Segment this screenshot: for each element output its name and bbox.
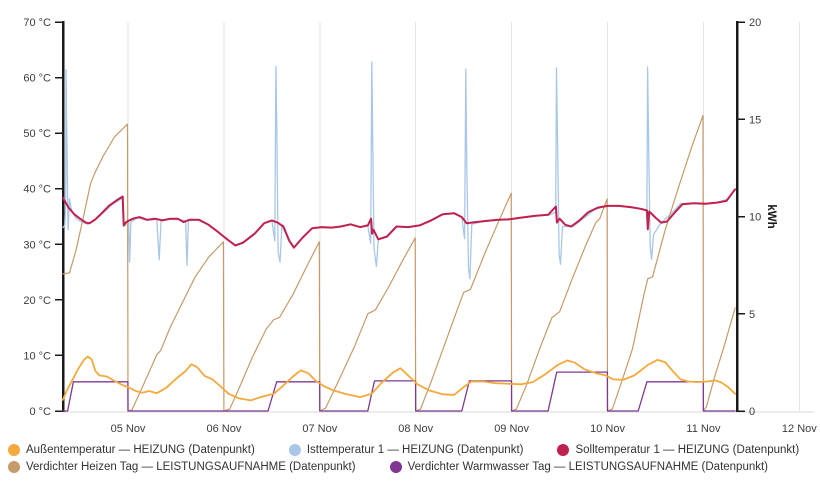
x-tick-label: 06 Nov <box>206 423 241 435</box>
series-line-0-1 <box>62 61 736 280</box>
series-lines <box>61 61 737 412</box>
right-axis-tick-label: 10 <box>749 212 761 224</box>
kwh-axis-title: kWh <box>765 204 777 228</box>
right-kwh-axis: 0 5 10 15 20 kWh <box>735 17 777 418</box>
left-axis-tick-label: 20 °C <box>23 295 51 307</box>
legend-color-dot-icon <box>288 444 301 456</box>
legend-label: Verdichter Warmwasser Tag — LEISTUNGSAUF… <box>407 461 769 473</box>
x-tick-label: 08 Nov <box>398 423 433 435</box>
x-tick-label: 05 Nov <box>111 423 146 435</box>
left-temperature-axis: 0 °C 10 °C 20 °C 30 °C 40 °C 50 °C 60 °C 70 °C <box>23 17 65 418</box>
legend-item[interactable]: Solltemperatur 1 — HEIZUNG (Datenpunkt) <box>557 444 799 456</box>
series-line-1-0 <box>62 114 736 412</box>
legend-label: Außentemperatur — HEIZUNG (Datenpunkt) <box>26 444 255 456</box>
x-tick-label: 07 Nov <box>302 423 337 435</box>
legend-color-dot-icon <box>389 461 402 473</box>
legend-color-dot-icon <box>8 461 20 473</box>
chart-legend: Außentemperatur — HEIZUNG (Datenpunkt) Is… <box>8 444 816 473</box>
legend-item[interactable]: Verdichter Warmwasser Tag — LEISTUNGSAUF… <box>389 461 769 473</box>
left-axis-tick-label: 70 °C <box>23 17 51 29</box>
series-line-0-0 <box>61 355 736 402</box>
legend-color-dot-icon <box>8 444 20 456</box>
right-axis-tick-label: 0 <box>749 406 755 418</box>
legend-label: Solltemperatur 1 — HEIZUNG (Datenpunkt) <box>575 444 800 456</box>
left-axis-tick-label: 0 °C <box>29 406 51 418</box>
legend-row-2: Verdichter Heizen Tag — LEISTUNGSAUFNAHM… <box>8 461 816 473</box>
x-tick-label: 09 Nov <box>494 423 529 435</box>
series-line-0-2 <box>61 188 737 249</box>
left-axis-tick-label: 60 °C <box>23 73 51 85</box>
x-axis-tick-labels: 05 Nov 06 Nov 07 Nov 08 Nov 09 Nov 10 Nov 11 N… <box>111 423 818 435</box>
left-axis-tick-label: 50 °C <box>23 128 51 140</box>
legend-color-dot-icon <box>557 444 570 456</box>
legend-item[interactable]: Außentemperatur — HEIZUNG (Datenpunkt) <box>8 444 255 456</box>
right-axis-tick-label: 15 <box>749 114 761 126</box>
legend-row-1: Außentemperatur — HEIZUNG (Datenpunkt) Is… <box>8 444 816 456</box>
legend-label: Verdichter Heizen Tag — LEISTUNGSAUFNAHM… <box>26 461 356 473</box>
legend-item[interactable]: Isttemperatur 1 — HEIZUNG (Datenpunkt) <box>288 444 524 456</box>
series-line-1-1 <box>62 371 736 412</box>
left-axis-tick-label: 30 °C <box>23 239 51 251</box>
x-tick-label: 11 Nov <box>686 423 721 435</box>
timeseries-chart: 05 Nov 06 Nov 07 Nov 08 Nov 09 Nov 10 Nov 11 N… <box>23 17 818 435</box>
x-tick-label: 12 Nov <box>782 423 817 435</box>
left-axis-tick-label: 10 °C <box>23 350 51 362</box>
x-tick-label: 10 Nov <box>590 423 625 435</box>
right-axis-tick-label: 5 <box>749 309 755 321</box>
legend-label: Isttemperatur 1 — HEIZUNG (Datenpunkt) <box>306 444 524 456</box>
left-axis-tick-label: 40 °C <box>23 184 51 196</box>
right-axis-tick-label: 20 <box>749 17 761 29</box>
x-gridlines <box>127 22 800 411</box>
legend-item[interactable]: Verdichter Heizen Tag — LEISTUNGSAUFNAHM… <box>8 461 356 473</box>
